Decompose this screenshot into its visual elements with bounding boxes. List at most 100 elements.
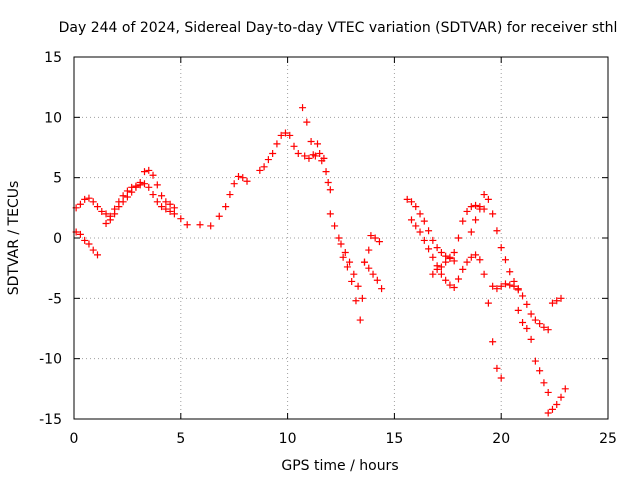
data-point: [326, 186, 334, 194]
data-point: [119, 198, 127, 206]
data-point: [196, 221, 204, 229]
data-point: [153, 181, 161, 189]
data-point: [132, 183, 140, 191]
data-point: [433, 244, 441, 252]
series-t2: [72, 228, 101, 259]
data-point: [553, 401, 561, 409]
data-point: [331, 222, 339, 230]
y-tick-label: 15: [44, 50, 62, 66]
data-point: [316, 150, 324, 158]
data-point: [348, 277, 356, 285]
data-point: [346, 258, 354, 266]
data-point: [343, 263, 351, 271]
data-point: [365, 264, 373, 272]
data-point: [299, 104, 307, 112]
series-t16: [489, 280, 552, 334]
data-point: [476, 256, 484, 264]
data-point: [523, 300, 531, 308]
data-point: [527, 335, 535, 343]
data-point: [145, 166, 153, 174]
series-t11: [403, 195, 458, 265]
data-point: [514, 286, 522, 294]
data-point: [429, 270, 437, 278]
y-tick-label: -15: [39, 412, 62, 428]
data-point: [489, 210, 497, 218]
data-point: [442, 276, 450, 284]
data-point: [506, 281, 514, 289]
data-point: [425, 227, 433, 235]
series-t1: [72, 180, 178, 220]
data-point: [553, 297, 561, 305]
series-t9: [360, 258, 386, 293]
data-point: [412, 222, 420, 230]
data-point: [493, 364, 501, 372]
data-point: [548, 299, 556, 307]
data-point: [497, 374, 505, 382]
data-point: [322, 168, 330, 176]
data-point: [294, 150, 302, 158]
data-point: [463, 258, 471, 266]
data-point: [378, 285, 386, 293]
series-t4: [196, 172, 251, 230]
data-point: [215, 212, 223, 220]
data-point: [290, 142, 298, 150]
data-point: [136, 178, 144, 186]
data-point: [98, 207, 106, 215]
y-tick-label: 5: [53, 171, 62, 187]
data-point: [375, 238, 383, 246]
data-point: [269, 150, 277, 158]
plot-frame: [73, 56, 609, 420]
data-point: [523, 325, 531, 332]
data-point: [536, 367, 544, 375]
data-point: [442, 252, 450, 260]
data-point: [501, 280, 509, 288]
data-point: [489, 282, 497, 290]
data-point: [429, 236, 437, 244]
data-point: [102, 220, 110, 228]
data-point: [429, 253, 437, 261]
data-point: [256, 166, 264, 174]
x-tick-label: 15: [385, 431, 403, 447]
series-t3: [102, 166, 191, 229]
data-point: [314, 140, 322, 148]
data-point: [234, 172, 242, 180]
data-point: [365, 246, 373, 254]
data-point: [412, 203, 420, 211]
data-point: [170, 210, 178, 218]
data-point: [446, 253, 454, 261]
data-point: [162, 198, 170, 206]
data-point: [140, 180, 148, 188]
data-point: [420, 217, 428, 225]
data-point: [463, 207, 471, 215]
data-point: [416, 228, 424, 236]
data-point: [170, 204, 178, 212]
data-point: [450, 257, 458, 265]
data-point: [467, 253, 475, 261]
data-point: [425, 245, 433, 253]
series-t6: [301, 140, 334, 194]
data-point: [76, 200, 84, 208]
x-tick-label: 0: [70, 431, 79, 447]
data-point: [544, 409, 552, 417]
data-point: [369, 270, 377, 278]
data-point: [531, 316, 539, 324]
data-point: [106, 216, 114, 224]
data-point: [484, 195, 492, 203]
data-point: [339, 253, 347, 261]
y-tick-label: -5: [48, 291, 62, 307]
data-point: [307, 137, 315, 145]
data-point: [493, 285, 501, 293]
data-point: [531, 357, 539, 365]
data-point: [354, 282, 362, 290]
data-point: [371, 234, 379, 242]
data-point: [128, 188, 136, 196]
data-point: [119, 192, 127, 200]
y-axis-title: SDTVAR / TECUs: [6, 181, 22, 296]
data-point: [145, 183, 153, 191]
data-point: [484, 299, 492, 307]
data-point: [89, 198, 97, 206]
data-point: [358, 294, 366, 302]
data-point: [459, 217, 467, 225]
data-point: [480, 270, 488, 278]
x-tick-label: 5: [176, 431, 185, 447]
